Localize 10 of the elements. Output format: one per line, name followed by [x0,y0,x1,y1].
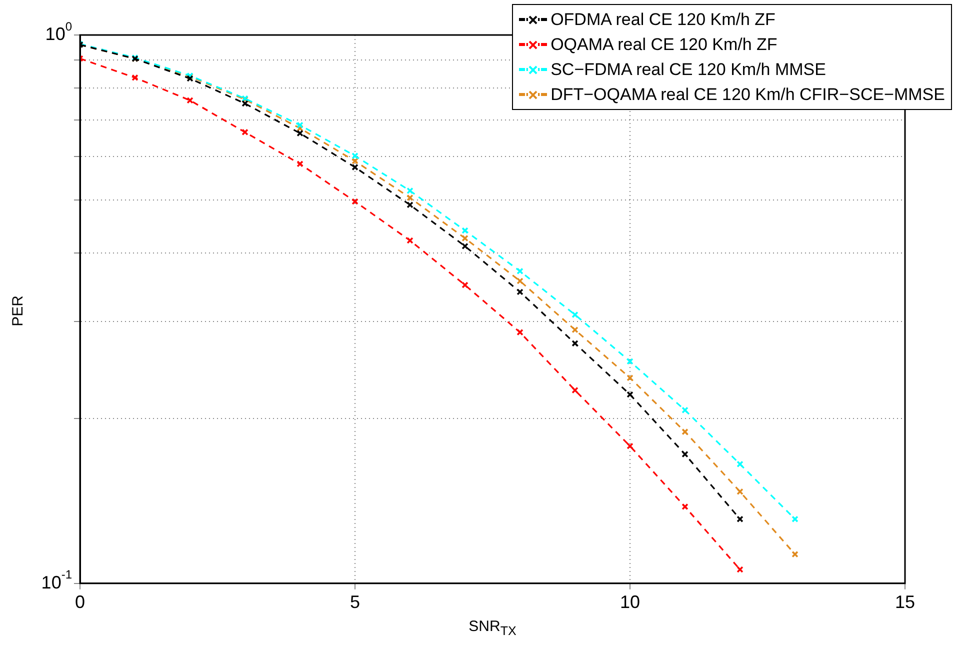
x-tick-label: 5 [350,592,360,612]
y-axis-title: PER [10,296,26,326]
legend-label: SC−FDMA real CE 120 Km/h MMSE [550,60,826,80]
legend-label: DFT−OQAMA real CE 120 Km/h CFIR−SCE−MMSE [550,84,945,104]
x-tick-label: 10 [620,592,640,612]
x-tick-label: 0 [74,592,86,612]
x-axis-title: SNR$_{TX}$ [468,618,518,638]
legend-label: OFDMA real CE 120 Km/h ZF [550,10,776,30]
legend-label: OQAMA real CE 120 Km/h ZF [550,34,778,54]
x-tick-label: 15 [894,592,916,612]
